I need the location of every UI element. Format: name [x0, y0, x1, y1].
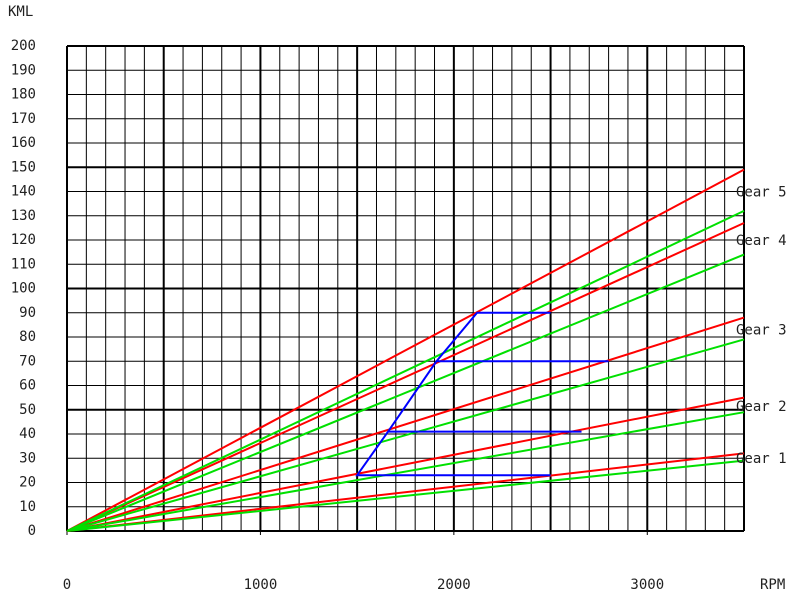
series-line [355, 311, 609, 477]
y-tick-label: 130 [11, 208, 36, 224]
series-line [66, 338, 745, 532]
y-tick-label: 100 [11, 281, 36, 297]
x-tick-label: 0 [63, 577, 71, 593]
y-axis-label: KML [8, 4, 33, 20]
y-tick-label: 50 [19, 402, 36, 418]
y-tick-label: 90 [19, 305, 36, 321]
series-line [66, 459, 745, 532]
y-tick-label: 160 [11, 135, 36, 151]
series-line [66, 396, 745, 532]
gear-label: Gear 5 [736, 184, 787, 200]
y-tick-label: 140 [11, 184, 36, 200]
series-line [66, 209, 745, 532]
y-tick-label: 80 [19, 329, 36, 345]
x-tick-label: 3000 [630, 577, 664, 593]
gear-label: Gear 2 [736, 399, 787, 415]
y-tick-label: 190 [11, 62, 36, 78]
series-line [66, 222, 745, 532]
gear-label: Gear 1 [736, 451, 787, 467]
y-tick-label: 30 [19, 450, 36, 466]
y-tick-label: 70 [19, 353, 36, 369]
y-tick-label: 20 [19, 475, 36, 491]
y-tick-label: 60 [19, 378, 36, 394]
y-tick-label: 0 [28, 523, 36, 539]
series-line [66, 316, 745, 532]
y-tick-label: 200 [11, 38, 36, 54]
y-tick-label: 150 [11, 159, 36, 175]
y-tick-label: 40 [19, 426, 36, 442]
gear-label: Gear 3 [736, 323, 787, 339]
y-tick-label: 110 [11, 256, 36, 272]
y-tick-label: 120 [11, 232, 36, 248]
y-tick-label: 170 [11, 111, 36, 127]
x-tick-label: 1000 [244, 577, 278, 593]
y-tick-label: 10 [19, 499, 36, 515]
series-line [66, 253, 745, 532]
series-line [66, 168, 745, 532]
series-line [66, 411, 745, 532]
gear-label: Gear 4 [736, 233, 787, 249]
x-tick-label: 2000 [437, 577, 471, 593]
series-line [66, 452, 745, 532]
y-tick-label: 180 [11, 87, 36, 103]
x-axis-label: RPM [760, 577, 785, 593]
